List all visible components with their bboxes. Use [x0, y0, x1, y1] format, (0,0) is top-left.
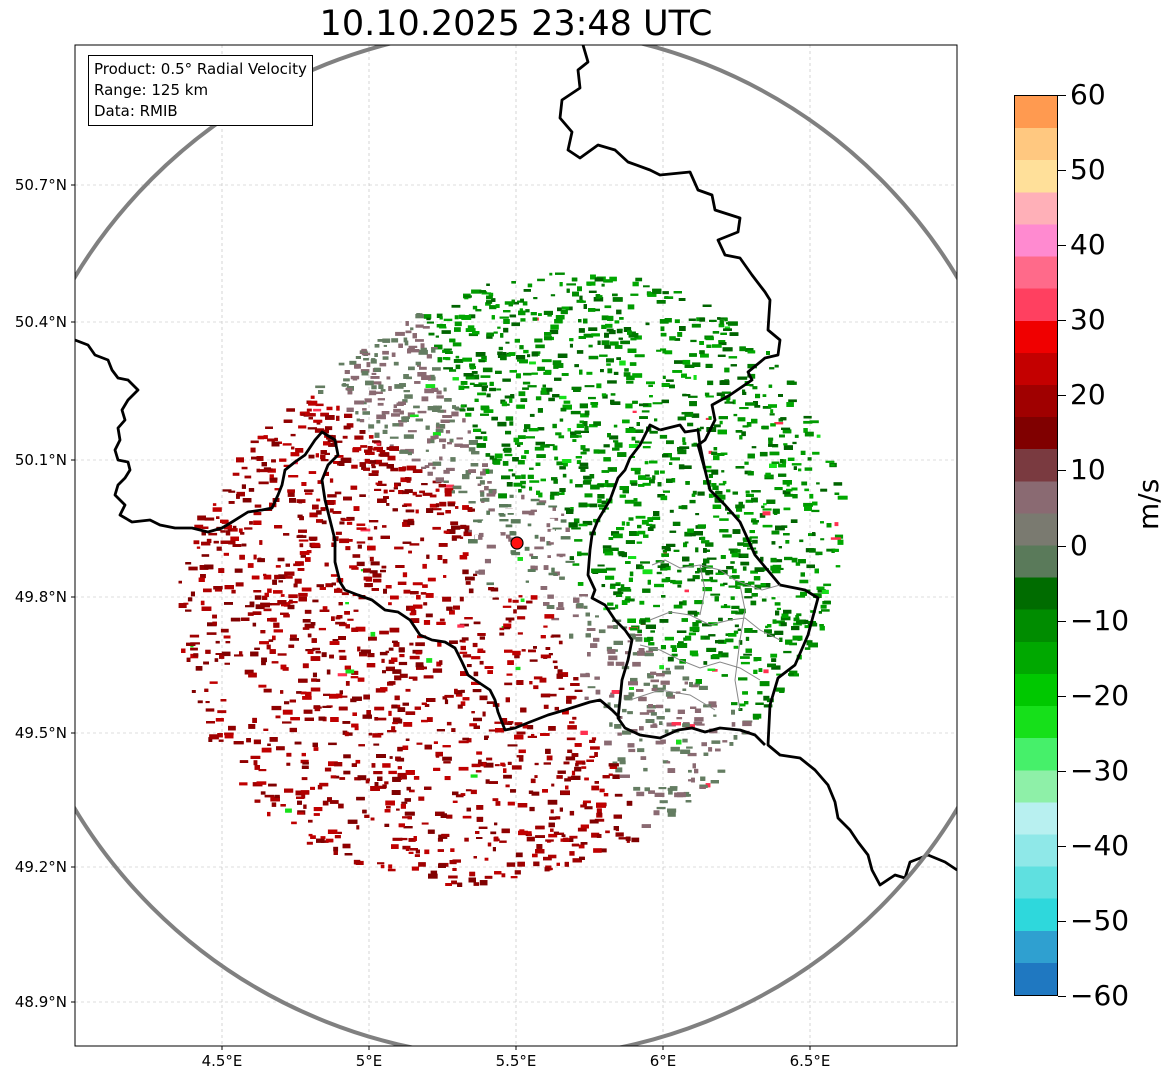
- product-info-box: Product: 0.5° Radial Velocity Range: 125…: [88, 55, 313, 126]
- lat-label: 50.4°N: [14, 313, 67, 331]
- colorbar-tick: [1058, 770, 1066, 772]
- info-data-source: Data: RMIB: [94, 102, 178, 120]
- colorbar-tick: [1058, 996, 1066, 997]
- radar-site-marker[interactable]: [510, 536, 524, 550]
- colorbar-tick-label: 60: [1070, 78, 1106, 111]
- colorbar-tick: [1058, 170, 1066, 172]
- lon-label: 4.5°E: [201, 1052, 243, 1070]
- lat-label: 49.5°N: [14, 724, 67, 742]
- colorbar-tick-label: 20: [1070, 378, 1106, 412]
- colorbar-unit-label: m/s: [1132, 478, 1165, 530]
- region-boundaries: [629, 559, 781, 711]
- lon-label: 5°E: [355, 1052, 383, 1070]
- lon-label: 5.5°E: [495, 1052, 537, 1070]
- colorbar-tick-label: −50: [1070, 903, 1130, 937]
- colorbar-tick: [1058, 395, 1066, 397]
- colorbar-tick-label: 50: [1070, 153, 1106, 187]
- colorbar-tick-label: −60: [1070, 979, 1130, 1012]
- velocity-colorbar: [1014, 95, 1058, 996]
- colorbar-tick: [1058, 920, 1066, 922]
- colorbar-tick-label: 10: [1070, 453, 1106, 487]
- map-title: 10.10.2025 23:48 UTC: [319, 4, 713, 44]
- lon-label: 6.5°E: [789, 1052, 831, 1070]
- colorbar-tick-label: 40: [1070, 228, 1106, 262]
- velocity-echoes: [178, 272, 848, 887]
- colorbar-tick: [1058, 695, 1066, 697]
- colorbar-tick: [1058, 320, 1066, 322]
- colorbar-tick-label: 0: [1070, 528, 1088, 562]
- axis-ticks: [71, 184, 811, 1050]
- lat-label: 49.8°N: [14, 588, 67, 606]
- colorbar-tick-label: −30: [1070, 753, 1130, 787]
- colorbar-tick-label: 30: [1070, 303, 1106, 337]
- lat-label: 48.9°N: [14, 993, 67, 1011]
- lat-label: 50.1°N: [14, 451, 67, 469]
- lat-label: 50.7°N: [14, 176, 67, 194]
- info-product: Product: 0.5° Radial Velocity: [94, 60, 307, 78]
- colorbar-tick: [1058, 620, 1066, 622]
- lon-label: 6°E: [649, 1052, 677, 1070]
- colorbar-tick: [1058, 95, 1066, 96]
- country-borders: [75, 45, 957, 887]
- colorbar-tick: [1058, 545, 1066, 547]
- info-range: Range: 125 km: [94, 81, 209, 99]
- lat-label: 49.2°N: [14, 858, 67, 876]
- colorbar-tick-label: −40: [1070, 828, 1130, 862]
- colorbar-tick: [1058, 245, 1066, 247]
- colorbar-tick: [1058, 470, 1066, 472]
- colorbar-tick-label: −20: [1070, 678, 1130, 712]
- colorbar-tick: [1058, 845, 1066, 847]
- colorbar-tick-label: −10: [1070, 603, 1130, 637]
